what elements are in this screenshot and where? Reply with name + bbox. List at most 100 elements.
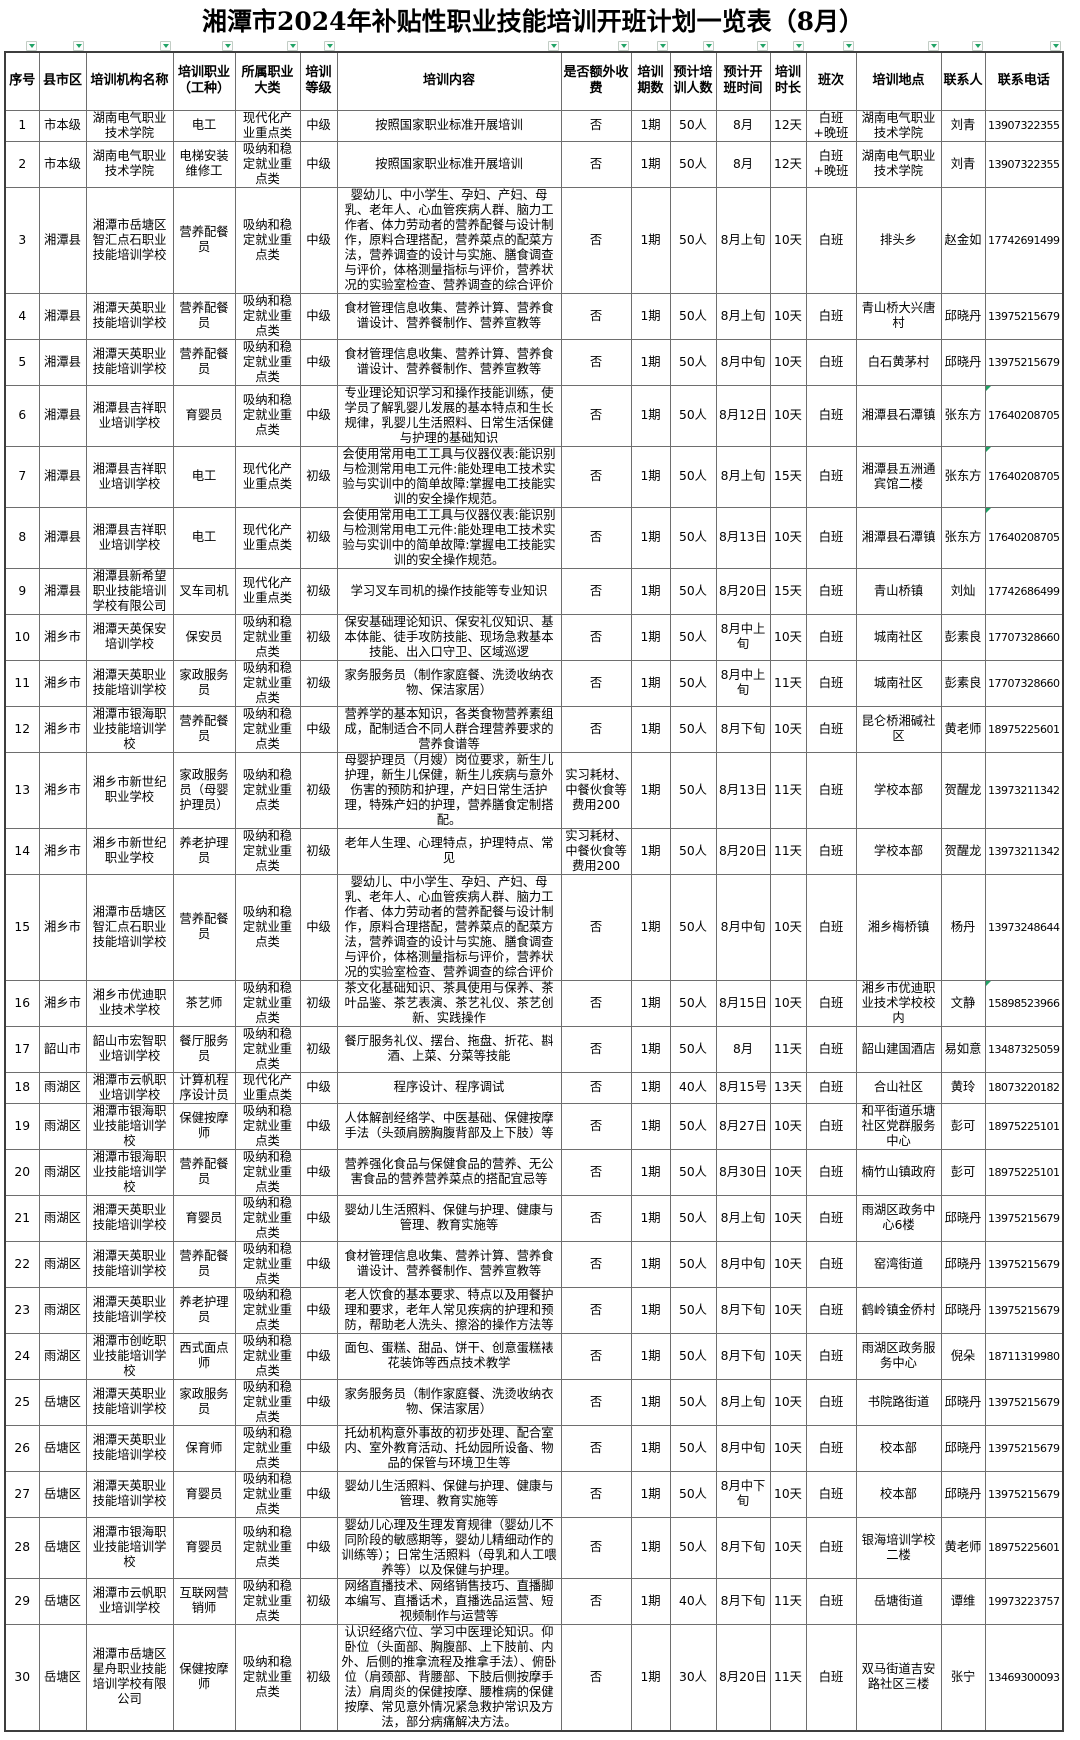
cell-extra_fee[interactable]: 否 <box>560 1470 632 1518</box>
cell-start_time[interactable]: 8月12日 <box>715 384 771 447</box>
cell-content[interactable]: 婴幼儿、中小学生、孕妇、产妇、母乳、老年人、心血管疾病人群、脑力工作者、体力劳动… <box>336 873 562 981</box>
cell-sessions[interactable]: 1期 <box>630 1516 671 1579</box>
cell-extra_fee[interactable]: 否 <box>560 109 632 142</box>
cell-trainees[interactable]: 50人 <box>669 705 717 753</box>
cell-level[interactable]: 中级 <box>299 1470 338 1518</box>
cell-sessions[interactable]: 1期 <box>630 659 671 707</box>
cell-shift[interactable]: 白班 <box>805 827 857 875</box>
cell-category[interactable]: 吸纳和稳定就业重点类 <box>234 751 301 829</box>
cell-seq[interactable]: 5 <box>4 338 40 386</box>
cell-district[interactable]: 市本级 <box>38 140 87 188</box>
cell-institution[interactable]: 湘乡市新世纪职业学校 <box>85 751 174 829</box>
cell-institution[interactable]: 湘潭天英职业技能培训学校 <box>85 1286 174 1334</box>
cell-location[interactable]: 湘乡梅桥镇 <box>855 873 942 981</box>
cell-seq[interactable]: 8 <box>4 506 40 569</box>
cell-start_time[interactable]: 8月15号 <box>715 1071 771 1104</box>
cell-location[interactable]: 鹤岭镇金侨村 <box>855 1286 942 1334</box>
cell-location[interactable]: 城南社区 <box>855 613 942 661</box>
cell-location[interactable]: 和平街道乐塘社区党群服务中心 <box>855 1102 942 1150</box>
cell-seq[interactable]: 2 <box>4 140 40 188</box>
cell-trainees[interactable]: 50人 <box>669 338 717 386</box>
cell-contact[interactable]: 倪朵 <box>940 1332 986 1380</box>
cell-extra_fee[interactable]: 否 <box>560 1623 632 1731</box>
cell-level[interactable]: 中级 <box>299 873 338 981</box>
cell-phone[interactable]: 17707328660 <box>984 613 1064 661</box>
cell-start_time[interactable]: 8月中上旬 <box>715 659 771 707</box>
cell-start_time[interactable]: 8月中旬 <box>715 1424 771 1472</box>
cell-duration[interactable]: 11天 <box>769 1577 807 1625</box>
cell-contact[interactable]: 彭素良 <box>940 659 986 707</box>
cell-sessions[interactable]: 1期 <box>630 338 671 386</box>
column-header-institution[interactable]: 培训机构名称 <box>85 51 174 111</box>
cell-sessions[interactable]: 1期 <box>630 979 671 1027</box>
cell-duration[interactable]: 10天 <box>769 1516 807 1579</box>
cell-start_time[interactable]: 8月下旬 <box>715 1332 771 1380</box>
cell-location[interactable]: 楠竹山镇政府 <box>855 1148 942 1196</box>
cell-category[interactable]: 现代化产业重点类 <box>234 567 301 615</box>
cell-sessions[interactable]: 1期 <box>630 140 671 188</box>
filter-button-contact[interactable] <box>972 41 983 51</box>
cell-location[interactable]: 雨湖区政务中心6楼 <box>855 1194 942 1242</box>
cell-category[interactable]: 吸纳和稳定就业重点类 <box>234 705 301 753</box>
cell-trainees[interactable]: 50人 <box>669 1516 717 1579</box>
cell-sessions[interactable]: 1期 <box>630 1102 671 1150</box>
filter-button-category[interactable] <box>287 41 298 51</box>
cell-contact[interactable]: 邱晓丹 <box>940 292 986 340</box>
cell-start_time[interactable]: 8月13日 <box>715 506 771 569</box>
cell-occupation[interactable]: 育婴员 <box>172 1194 236 1242</box>
cell-trainees[interactable]: 50人 <box>669 445 717 508</box>
cell-duration[interactable]: 10天 <box>769 1102 807 1150</box>
cell-phone[interactable]: 13907322355 <box>984 109 1064 142</box>
cell-sessions[interactable]: 1期 <box>630 445 671 508</box>
cell-trainees[interactable]: 50人 <box>669 659 717 707</box>
cell-occupation[interactable]: 营养配餐员 <box>172 292 236 340</box>
cell-district[interactable]: 岳塘区 <box>38 1623 87 1731</box>
cell-occupation[interactable]: 家政服务员（母婴护理员） <box>172 751 236 829</box>
cell-sessions[interactable]: 1期 <box>630 1470 671 1518</box>
cell-location[interactable]: 韶山建国酒店 <box>855 1025 942 1073</box>
column-header-district[interactable]: 县市区 <box>38 51 87 111</box>
cell-phone[interactable]: 13907322355 <box>984 140 1064 188</box>
column-header-shift[interactable]: 班次 <box>805 51 857 111</box>
cell-contact[interactable]: 彭可 <box>940 1102 986 1150</box>
cell-district[interactable]: 雨湖区 <box>38 1286 87 1334</box>
cell-seq[interactable]: 26 <box>4 1424 40 1472</box>
cell-shift[interactable]: 白班 <box>805 506 857 569</box>
cell-content[interactable]: 会使用常用电工工具与仪器仪表:能识别与检测常用电工元件:能处理电工技术实验与实训… <box>336 506 562 569</box>
cell-contact[interactable]: 刘青 <box>940 140 986 188</box>
cell-location[interactable]: 雨湖区政务服务中心 <box>855 1332 942 1380</box>
cell-sessions[interactable]: 1期 <box>630 1623 671 1731</box>
cell-start_time[interactable]: 8月13日 <box>715 751 771 829</box>
cell-district[interactable]: 雨湖区 <box>38 1240 87 1288</box>
cell-start_time[interactable]: 8月上旬 <box>715 1378 771 1426</box>
cell-sessions[interactable]: 1期 <box>630 705 671 753</box>
cell-trainees[interactable]: 50人 <box>669 979 717 1027</box>
cell-location[interactable]: 排头乡 <box>855 186 942 294</box>
cell-start_time[interactable]: 8月上旬 <box>715 292 771 340</box>
cell-level[interactable]: 初级 <box>299 567 338 615</box>
filter-button-level[interactable] <box>324 41 335 51</box>
cell-occupation[interactable]: 餐厅服务员 <box>172 1025 236 1073</box>
cell-content[interactable]: 托幼机构意外事故的初步处理、配合室内、室外教育活动、托幼园所设备、物品的保管与环… <box>336 1424 562 1472</box>
cell-level[interactable]: 中级 <box>299 140 338 188</box>
cell-seq[interactable]: 22 <box>4 1240 40 1288</box>
cell-content[interactable]: 人体解剖经络学、中医基础、保健按摩手法（头颈肩膀胸腹背部及上下肢）等 <box>336 1102 562 1150</box>
cell-district[interactable]: 湘乡市 <box>38 659 87 707</box>
cell-extra_fee[interactable]: 否 <box>560 292 632 340</box>
cell-extra_fee[interactable]: 否 <box>560 1378 632 1426</box>
cell-duration[interactable]: 10天 <box>769 1148 807 1196</box>
cell-category[interactable]: 吸纳和稳定就业重点类 <box>234 827 301 875</box>
cell-shift[interactable]: 白班+晚班 <box>805 140 857 188</box>
cell-category[interactable]: 吸纳和稳定就业重点类 <box>234 1424 301 1472</box>
cell-extra_fee[interactable]: 否 <box>560 1332 632 1380</box>
cell-sessions[interactable]: 1期 <box>630 109 671 142</box>
cell-sessions[interactable]: 1期 <box>630 873 671 981</box>
cell-level[interactable]: 初级 <box>299 979 338 1027</box>
column-header-level[interactable]: 培训等级 <box>299 51 338 111</box>
cell-sessions[interactable]: 1期 <box>630 751 671 829</box>
cell-occupation[interactable]: 家政服务员 <box>172 659 236 707</box>
cell-contact[interactable]: 邱晓丹 <box>940 1424 986 1472</box>
cell-content[interactable]: 学习叉车司机的操作技能等专业知识 <box>336 567 562 615</box>
cell-level[interactable]: 中级 <box>299 1424 338 1472</box>
cell-occupation[interactable]: 电工 <box>172 109 236 142</box>
